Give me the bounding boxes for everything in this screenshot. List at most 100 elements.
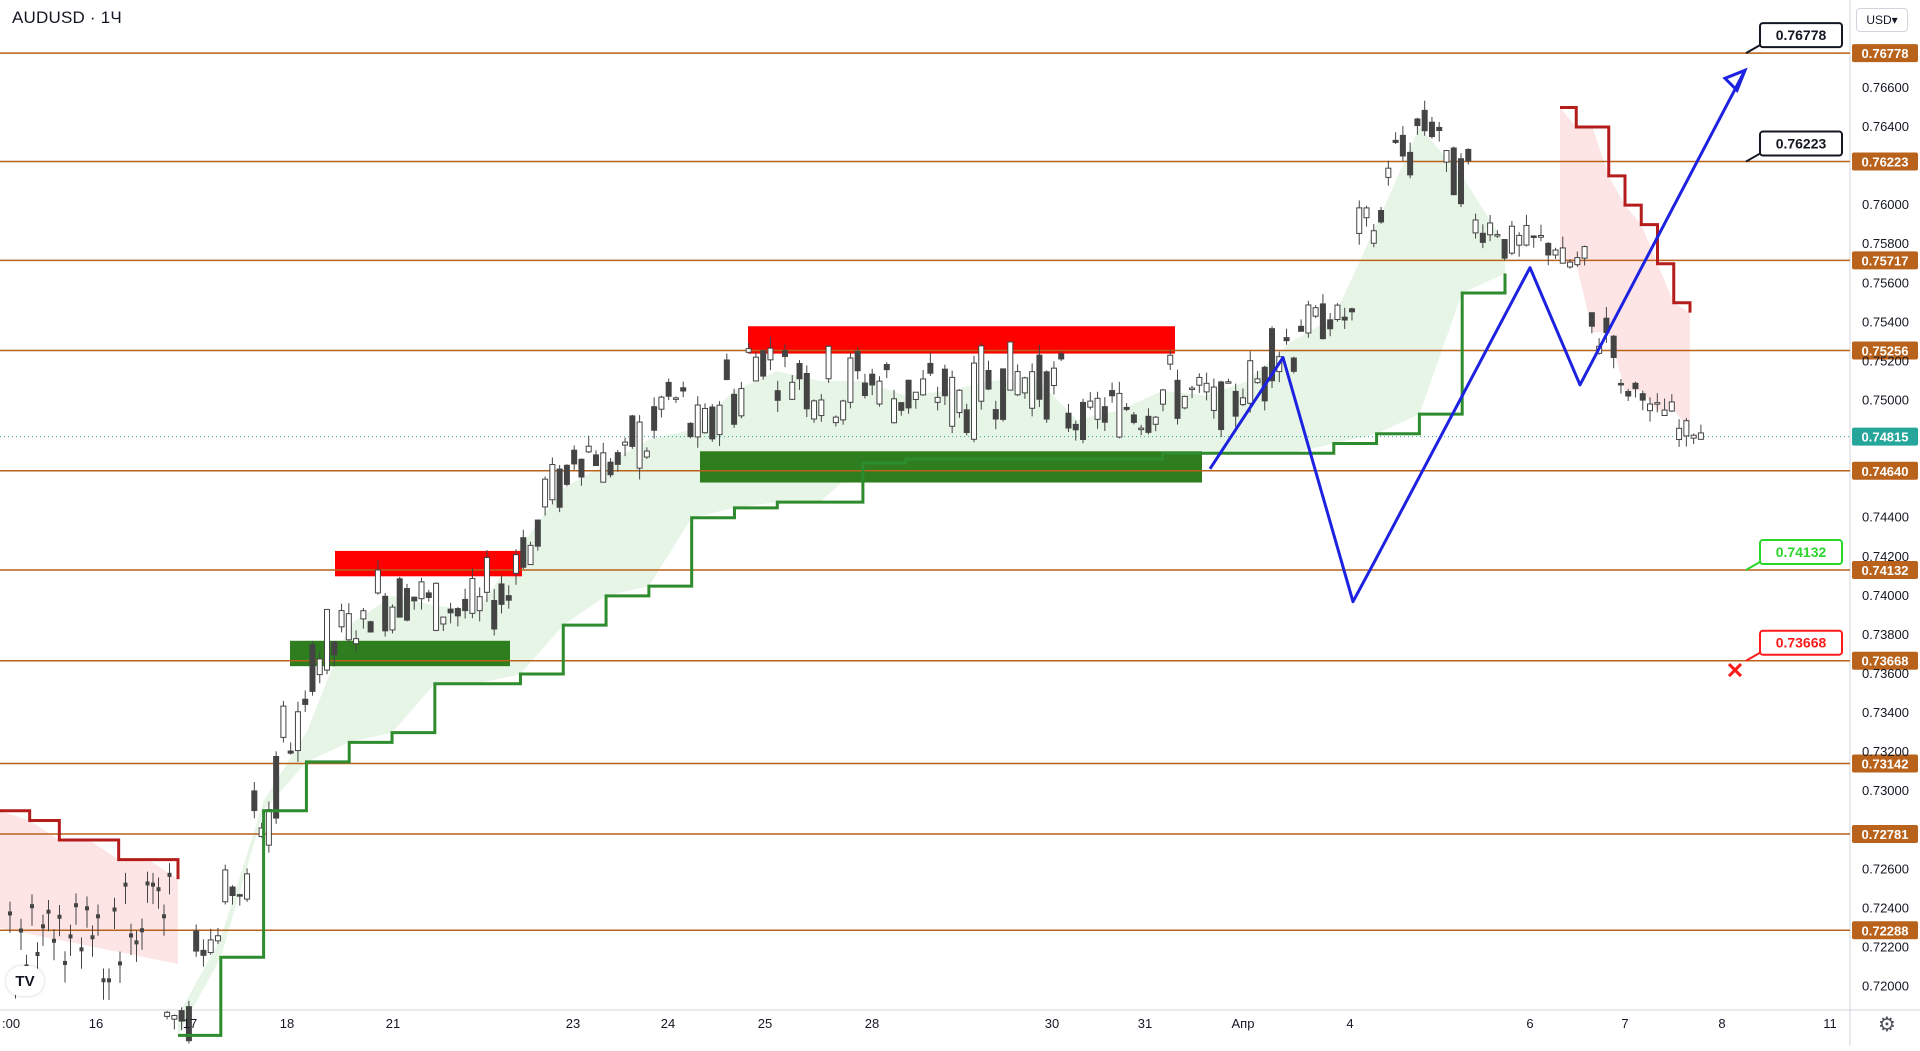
candle-body: [1443, 150, 1450, 163]
time-tick-label: 11: [1823, 1016, 1837, 1031]
projection-arrowhead: [1722, 67, 1748, 93]
support-zone: [700, 451, 1202, 483]
price-tick-label: 0.73800: [1862, 627, 1909, 642]
candle-body: [1181, 395, 1188, 409]
time-tick-label: 21: [386, 1016, 400, 1031]
candle-body: [1523, 224, 1530, 246]
supertrend-down-line: [1560, 105, 1692, 313]
candle-body: [1043, 371, 1050, 420]
candle-body: [1385, 167, 1392, 178]
candle-body: [534, 519, 541, 547]
candle-body: [818, 399, 825, 417]
candle-body: [1537, 235, 1544, 238]
candle-body: [63, 960, 67, 965]
candle-body: [891, 398, 898, 424]
time-tick-label: 7: [1621, 1016, 1628, 1031]
candle-body: [847, 357, 854, 403]
candle-body: [1370, 230, 1377, 244]
candle-body: [1152, 416, 1159, 425]
candle-body: [672, 397, 679, 400]
candle-body: [731, 393, 738, 425]
candle-body: [193, 930, 200, 952]
candle-body: [251, 790, 258, 812]
candle-body: [1341, 316, 1348, 321]
candle-body: [680, 387, 687, 392]
candle-body: [112, 907, 117, 912]
candle-body: [1159, 389, 1166, 405]
projection-line: [1208, 69, 1747, 604]
candle-body: [789, 381, 796, 400]
candle-body: [118, 961, 122, 966]
candle-body: [52, 938, 56, 943]
candle-body: [1072, 423, 1079, 431]
candle-body: [353, 638, 360, 645]
candle-body: [96, 914, 100, 919]
candle-body: [1436, 126, 1443, 131]
time-tick-label: 16: [89, 1016, 103, 1031]
candle-body: [1065, 412, 1072, 429]
candle-body: [244, 873, 251, 900]
candle-body: [629, 415, 636, 447]
gear-icon[interactable]: ⚙: [1878, 1014, 1896, 1036]
projection-path: [1208, 67, 1748, 604]
candle-body: [1552, 249, 1559, 256]
candle-body: [265, 809, 272, 846]
candle-body: [164, 1011, 171, 1017]
candle-body: [151, 882, 155, 887]
candle-body: [1298, 325, 1305, 332]
candle-body: [280, 705, 287, 738]
candle-body: [491, 600, 498, 630]
currency-label: USD: [1866, 13, 1892, 27]
candle-body: [367, 621, 374, 633]
candle-body: [1036, 354, 1043, 400]
candle-body: [1254, 378, 1261, 384]
price-tick-label: 0.72600: [1862, 861, 1909, 876]
candle-body: [1080, 401, 1087, 440]
candle-body: [389, 606, 396, 631]
candle-body: [505, 595, 512, 601]
candle-body: [1334, 304, 1341, 321]
candle-body: [1145, 415, 1152, 433]
tradingview-logo[interactable]: TV: [6, 966, 44, 996]
price-tick-label: 0.75400: [1862, 314, 1909, 329]
level-tag: [1852, 921, 1918, 940]
symbol-title[interactable]: AUDUSD · 1Ч: [12, 8, 122, 27]
callout-label: 0.74132: [1776, 544, 1827, 560]
candle-body: [1283, 337, 1290, 342]
candle-body: [145, 881, 150, 886]
candle-body: [185, 1006, 192, 1042]
candle-body: [1218, 381, 1225, 431]
candle-body: [1516, 234, 1523, 246]
candle-body: [1697, 432, 1704, 440]
candle-body: [1007, 341, 1014, 391]
candle-body: [331, 641, 338, 656]
candle-body: [476, 596, 483, 612]
time-tick-label: Апр: [1232, 1016, 1255, 1031]
candle-body: [1247, 360, 1254, 404]
currency-selector[interactable]: USD ▾: [1856, 8, 1908, 32]
candle-body: [1508, 225, 1515, 254]
candle-body: [85, 906, 89, 911]
candle-body: [229, 886, 236, 897]
candle-body: [563, 464, 570, 485]
candle-body: [1661, 409, 1668, 417]
candle-body: [622, 441, 629, 446]
candle-body: [1356, 207, 1363, 234]
level-tag: [1852, 44, 1918, 63]
candle-body: [1269, 328, 1276, 382]
level-tag: [1852, 754, 1918, 773]
candle-body: [1487, 222, 1494, 236]
candle-body: [200, 949, 207, 956]
candle-body: [592, 454, 599, 467]
candle-body: [222, 869, 229, 903]
level-tag: [1852, 251, 1918, 270]
level-tag-label: 0.73142: [1862, 756, 1909, 771]
current-price-tag: [1852, 427, 1918, 446]
candle-body: [360, 610, 367, 620]
callout-pointer: [1745, 651, 1761, 662]
price-tick-label: 0.72400: [1862, 900, 1909, 915]
time-tick-label: 28: [865, 1016, 879, 1031]
candle-body: [1312, 307, 1319, 317]
candle-body: [107, 978, 111, 983]
